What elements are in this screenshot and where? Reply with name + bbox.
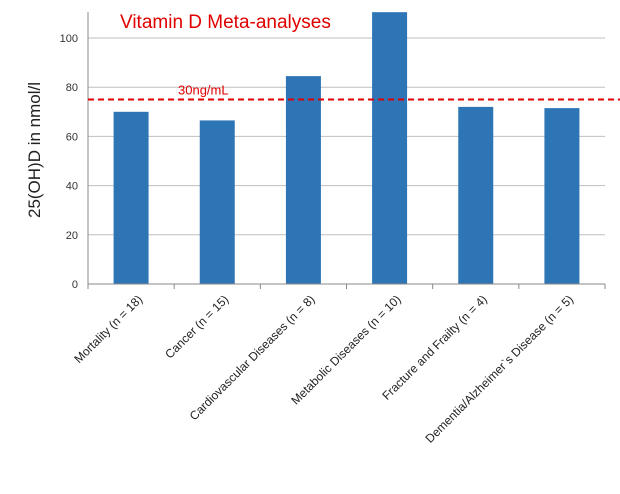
y-tick-label: 0 [72,279,78,291]
y-axis-label: 25(OH)D in nmol/l [25,82,44,218]
bar [285,76,321,284]
bars [113,12,580,284]
y-tick-label: 40 [66,181,78,193]
y-tick-label: 80 [66,82,78,94]
bar [372,12,408,284]
bar [458,106,494,284]
x-tick-label: Dementia/Alzheimer`s Disease (n = 5) [423,292,576,445]
chart-title: Vitamin D Meta-analyses [120,12,331,33]
bar [544,108,580,284]
x-tick-label: Cancer (n = 15) [162,292,231,361]
bar [199,120,235,284]
bar [113,111,149,284]
x-tick-label: Mortality (n = 18) [71,292,145,366]
reference-line-group: 30ng/mL [88,83,620,101]
y-tick-label: 100 [60,33,78,45]
reference-line-label: 30ng/mL [178,83,229,98]
y-tick-label: 60 [66,131,78,143]
y-tick-label: 20 [66,230,78,242]
gridlines [88,37,605,236]
